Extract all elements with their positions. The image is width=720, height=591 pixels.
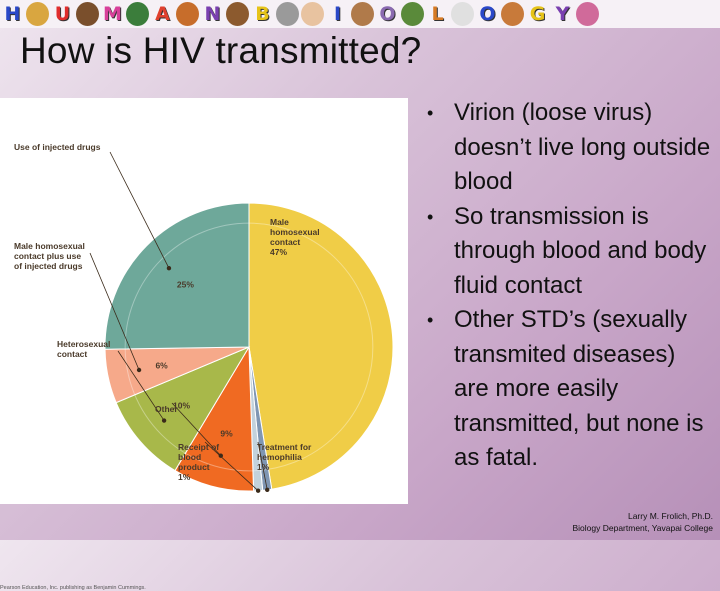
banner-letter: O [379,2,396,25]
banner-letter: A [155,2,170,25]
leader-dot [265,487,270,493]
footer-attribution: Larry M. Frolich, Ph.D. Biology Departme… [573,510,714,534]
pie-chart-panel: Male homosexual contact 47% Treatment for hem… [0,98,408,591]
banner-cartoon-icon [401,2,424,26]
leader-dot [136,367,142,373]
banner-cartoon-icon [301,2,324,26]
banner-cartoon-icon [576,2,599,26]
pie-slice-other [174,345,255,492]
banner-letter: N [204,2,221,25]
bullet-text: So transmission is through blood and bod… [454,202,707,299]
bullet-text: Other STD’s (sexually transmited disease… [454,306,704,471]
leader-line [171,402,222,456]
category-label: Receipt of blood product 1% [178,442,219,482]
slide-title: How is HIV transmitted? [20,30,422,71]
banner-cartoon-icon [451,2,474,26]
pie-slice-heterosexual-contact [115,345,251,472]
bullet-item: • Virion (loose virus) doesn’t live long … [424,96,714,200]
bullet-item: • Other STD’s (sexually transmited diseas… [424,303,714,476]
pie-slice-male-homosexual-contact [248,202,394,490]
leader-line [257,441,268,490]
banner-cartoon-icon [351,2,374,26]
banner-cartoon-icon [26,2,49,26]
leader-line [204,441,259,492]
banner-cartoon-icon [226,2,249,26]
bullet-dot-icon: • [427,103,434,123]
banner-letter: M [103,2,122,25]
bullet-list: • Virion (loose virus) doesn’t live long … [424,96,714,476]
leader-dot [166,266,172,271]
percent-label: 10% [173,400,190,410]
figure-credit: Pearson Education, Inc. publishing as Be… [0,585,146,591]
banner-letter: Y [555,2,570,25]
category-label: Use of injected drugs [14,142,101,152]
bullet-dot-icon: • [427,206,434,227]
banner-letter: B [255,2,270,25]
banner-letter: U [54,2,71,25]
banner-letter: G [529,2,546,25]
banner-cartoon-icon [176,2,199,26]
banner-cartoon-icon [126,2,149,26]
pie-slice-use-of-injected-drugs [104,202,250,350]
percent-label: 6% [155,360,168,370]
category-label: Male homosexual contact 47% [270,217,320,257]
category-label: Treatment for hemophilia 1% [257,442,312,472]
banner-letter: O [479,2,496,25]
footer-department: Biology Department, Yavapai College [572,523,714,533]
bullet-dot-icon: • [427,310,434,330]
bullet-item: • So transmission is through blood and bo… [424,200,714,304]
leader-dot [218,453,223,458]
leader-dot [255,488,261,493]
category-label: Other [155,404,178,414]
bullet-text: Virion (loose virus) doesn’t live long o… [454,99,711,195]
pie-chart: Male homosexual contact 47% Treatment for hem… [14,142,394,493]
footer-author: Larry M. Frolich, Ph.D. [627,511,713,521]
banner-cartoon-icon [501,2,524,26]
leader-dot [161,418,167,423]
category-label: Heterosexual contact [57,339,110,359]
banner-letter: I [333,2,342,25]
leader-line [117,350,165,421]
percent-label: 25% [177,279,194,289]
percent-label: 9% [220,428,233,438]
banner-letter: L [431,2,444,25]
leader-line [89,252,140,371]
pie-inner-ring [124,222,374,472]
leader-line [109,151,170,269]
banner-cartoon-icon [276,2,299,26]
category-label: Male homosexual contact plus use of inject… [14,241,85,271]
banner-cartoon-icon [76,2,99,26]
banner-letter: H [4,2,21,25]
